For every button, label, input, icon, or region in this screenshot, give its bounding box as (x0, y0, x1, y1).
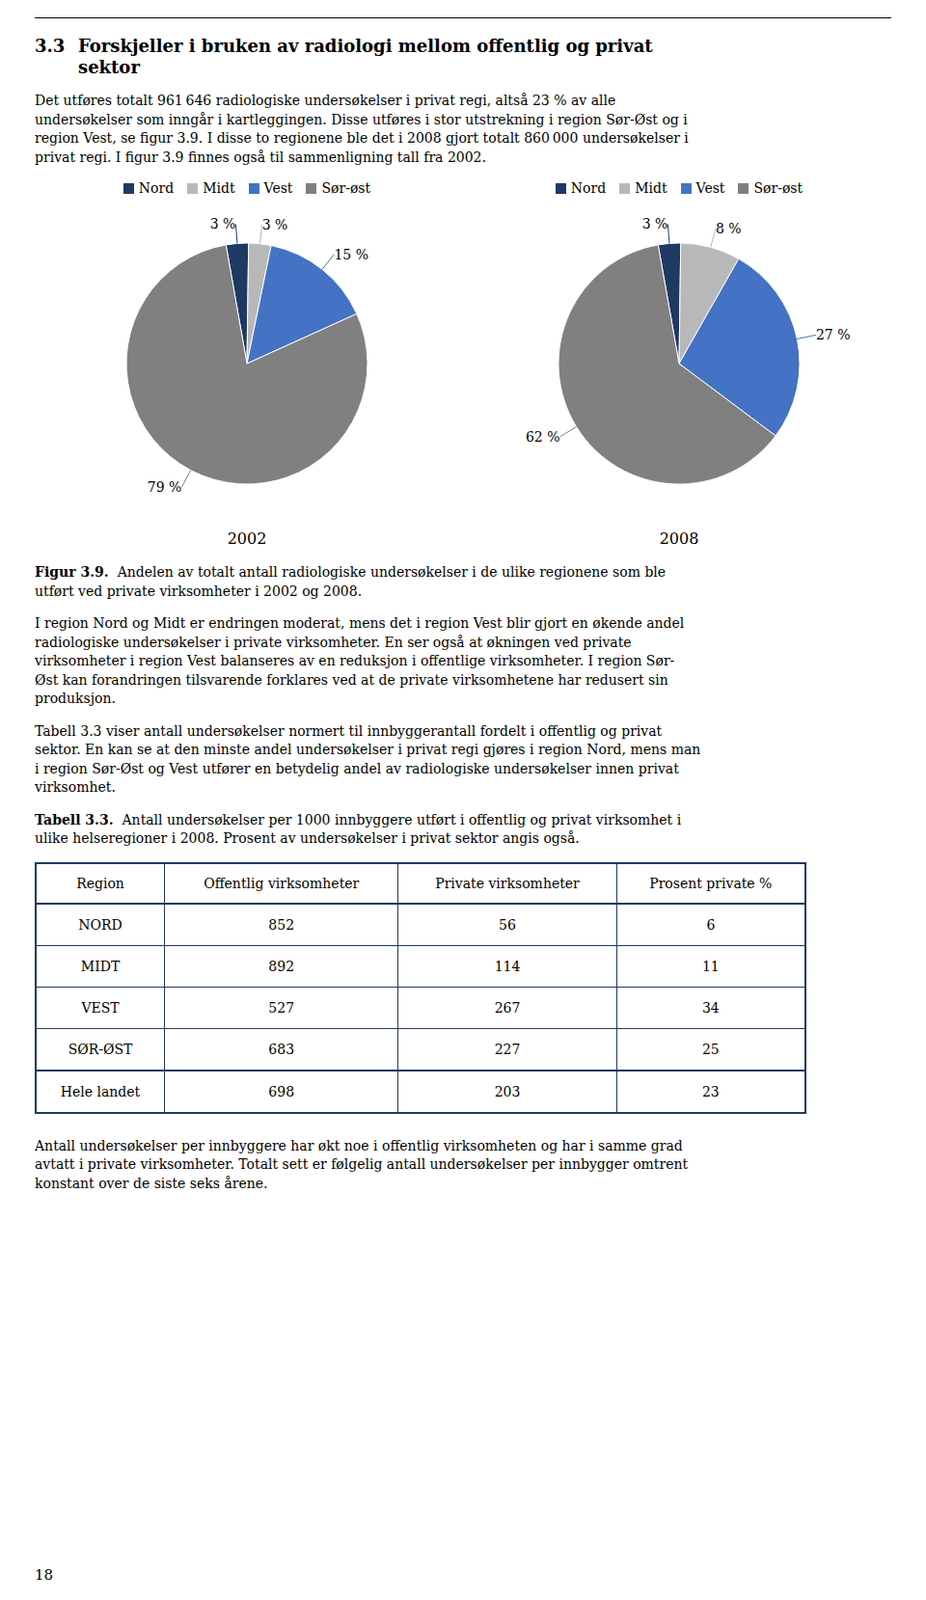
html-text:NORD: NORD (78, 916, 123, 933)
svg-text:3 %: 3 % (642, 216, 669, 232)
svg-text:79 %: 79 % (147, 479, 183, 495)
html-text:Antall undersøkelser per 1000: Antall undersøkelser per 1000 innbyggere… (122, 811, 682, 828)
html-text:56: 56 (498, 916, 516, 933)
html-text:34: 34 (702, 999, 720, 1016)
html-text:Hele landet: Hele landet (60, 1083, 141, 1100)
html-text:23: 23 (702, 1083, 720, 1100)
html-text:SØR-ØST: SØR-ØST (68, 1041, 133, 1057)
html-text:227: 227 (494, 1041, 521, 1057)
html-text:konstant over de siste seks år: konstant over de siste seks årene. (34, 1175, 268, 1191)
html-text:203: 203 (494, 1083, 521, 1100)
html-text:radiologiske undersøkelser i p: radiologiske undersøkelser i private vir… (34, 634, 632, 650)
html-text:18: 18 (34, 1566, 54, 1584)
html-text:Midt: Midt (202, 180, 235, 196)
html-text:6: 6 (706, 916, 716, 933)
html-text:Tabell 3.3.: Tabell 3.3. (34, 811, 114, 828)
html-text:VEST: VEST (81, 999, 120, 1016)
html-text:i region Sør-Øst og Vest utfør: i region Sør-Øst og Vest utfører en bety… (34, 760, 679, 777)
svg-text:3 %: 3 % (210, 216, 237, 232)
html-text:2002: 2002 (227, 529, 267, 548)
html-text:produksjon.: produksjon. (34, 690, 116, 707)
html-text:virksomhet.: virksomhet. (34, 779, 116, 795)
html-text:Figur 3.9.: Figur 3.9. (34, 564, 109, 580)
html-text:MIDT: MIDT (80, 958, 120, 974)
html-text:2008: 2008 (659, 529, 699, 548)
html-text:852: 852 (268, 916, 295, 933)
html-text:114: 114 (494, 958, 521, 974)
svg-text:8 %: 8 % (715, 220, 742, 237)
html-text:ulike helseregioner i 2008. Pr: ulike helseregioner i 2008. Prosent av u… (34, 830, 580, 846)
html-text:Andelen av totalt antall radio: Andelen av totalt antall radiologiske un… (117, 564, 666, 580)
html-text:267: 267 (494, 999, 521, 1016)
html-text:527: 527 (268, 999, 295, 1016)
html-text:utført ved private virksomhete: utført ved private virksomheter i 2002 o… (34, 583, 362, 599)
html-text:Nord: Nord (138, 180, 174, 196)
html-text:25: 25 (702, 1041, 720, 1057)
html-text:Vest: Vest (263, 180, 293, 196)
html-text:privat regi. I figur 3.9 finne: privat regi. I figur 3.9 finnes også til… (34, 149, 487, 165)
html-text:Offentlig virksomheter: Offentlig virksomheter (203, 875, 360, 891)
svg-text:27 %: 27 % (816, 326, 851, 343)
html-text:avtatt i private virksomheter.: avtatt i private virksomheter. Totalt se… (34, 1156, 688, 1172)
html-text:Region: Region (76, 875, 125, 891)
html-text:3.3: 3.3 (34, 35, 65, 56)
html-text:Det utføres totalt 961 646 rad: Det utføres totalt 961 646 radiologiske … (34, 92, 616, 109)
html-text:Tabell 3.3 viser antall unders: Tabell 3.3 viser antall undersøkelser no… (34, 722, 662, 739)
svg-text:15 %: 15 % (333, 246, 369, 263)
html-text:11: 11 (702, 958, 720, 974)
html-text:virksomheter i region Vest bal: virksomheter i region Vest balanseres av… (34, 653, 675, 669)
html-text:892: 892 (268, 958, 295, 974)
html-text:Øst kan forandringen tilsvaren: Øst kan forandringen tilsvarende forklar… (34, 671, 669, 688)
html-text:sektor. En kan se at den minst: sektor. En kan se at den minste andel un… (34, 741, 701, 758)
html-text:Sør-øst: Sør-øst (753, 180, 803, 196)
html-text:undersøkelser som inngår i kar: undersøkelser som inngår i kartleggingen… (34, 111, 688, 127)
html-text:683: 683 (268, 1041, 295, 1057)
html-text:Antall undersøkelser per innby: Antall undersøkelser per innbyggere har … (34, 1137, 683, 1154)
html-text:Private virksomheter: Private virksomheter (435, 875, 580, 891)
html-text:698: 698 (268, 1083, 295, 1100)
html-text:Midt: Midt (634, 180, 668, 196)
html-text:Vest: Vest (696, 180, 725, 196)
html-text:sektor: sektor (78, 56, 140, 78)
html-text:I region Nord og Midt er endri: I region Nord og Midt er endringen moder… (34, 615, 685, 631)
html-text:region Vest, se figur 3.9. I d: region Vest, se figur 3.9. I disse to re… (34, 130, 689, 146)
html-text:Nord: Nord (570, 180, 606, 196)
html-text:Forskjeller i bruken av radiol: Forskjeller i bruken av radiologi mellom… (78, 35, 653, 56)
html-text:Sør-øst: Sør-øst (321, 180, 371, 196)
svg-text:3 %: 3 % (262, 217, 289, 233)
html-text:Prosent private %: Prosent private % (649, 875, 773, 891)
svg-text:62 %: 62 % (525, 429, 561, 445)
